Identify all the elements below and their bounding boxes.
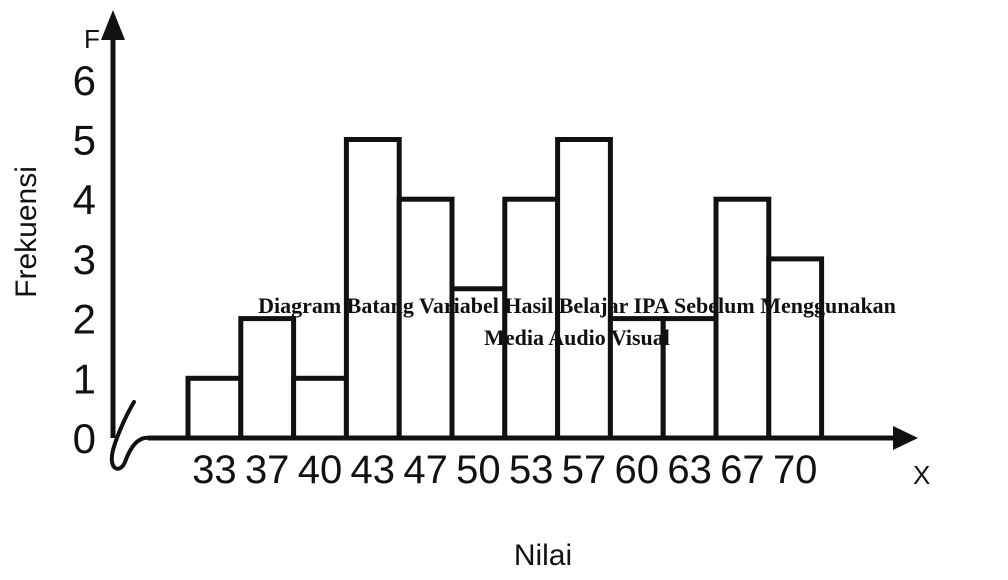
- y-axis-arrow: [101, 10, 125, 40]
- bar-33: [185, 375, 244, 441]
- x-axis-symbol: X: [913, 460, 930, 490]
- x-tick-label: 67: [720, 448, 765, 492]
- y-tick-label: 4: [73, 176, 96, 223]
- x-tick-label: 40: [298, 448, 343, 492]
- x-axis-label: Nilai: [514, 539, 572, 572]
- y-axis-symbol: F: [84, 24, 100, 54]
- x-tick-label: 47: [403, 448, 448, 492]
- x-tick-label: 70: [773, 448, 818, 492]
- bar-63: [660, 316, 719, 441]
- y-tick-label: 3: [73, 236, 96, 283]
- y-tick-label: 2: [73, 296, 96, 343]
- bar-47: [396, 196, 455, 441]
- x-axis-arrow: [893, 426, 918, 450]
- x-tick-label: 43: [351, 448, 396, 492]
- y-tick-label: 0: [73, 415, 96, 462]
- axis-break-squiggle: [109, 400, 152, 471]
- bar-37: [238, 316, 297, 441]
- x-tick-label: 37: [245, 448, 290, 492]
- bar-67: [713, 196, 772, 441]
- bar-57: [555, 137, 613, 441]
- y-tick-label: 6: [73, 57, 96, 104]
- bar-40: [291, 375, 349, 441]
- bar-53: [502, 196, 561, 441]
- chart-title-line-2: Media Audio Visual: [484, 325, 670, 350]
- chart-title-line-1: Diagram Batang Variabel Hasil Belajar IP…: [258, 293, 896, 318]
- x-ticks-layer: 33 37 40 43 47 50 53 57 60 63 67 70: [192, 448, 817, 492]
- bar-43: [343, 137, 402, 441]
- x-tick-label: 57: [562, 448, 607, 492]
- y-ticks-layer: 0 1 2 3 4 5 6: [73, 57, 96, 462]
- bar-70: [766, 256, 825, 441]
- x-tick-label: 63: [667, 448, 712, 492]
- x-tick-label: 60: [615, 448, 660, 492]
- y-tick-label: 1: [73, 355, 96, 402]
- bars-layer: [185, 137, 825, 441]
- y-axis-label: Frekuensi: [10, 166, 43, 298]
- x-tick-label: 50: [456, 448, 501, 492]
- x-tick-label: 53: [509, 448, 554, 492]
- x-tick-label: 33: [192, 448, 237, 492]
- y-tick-label: 5: [73, 117, 96, 164]
